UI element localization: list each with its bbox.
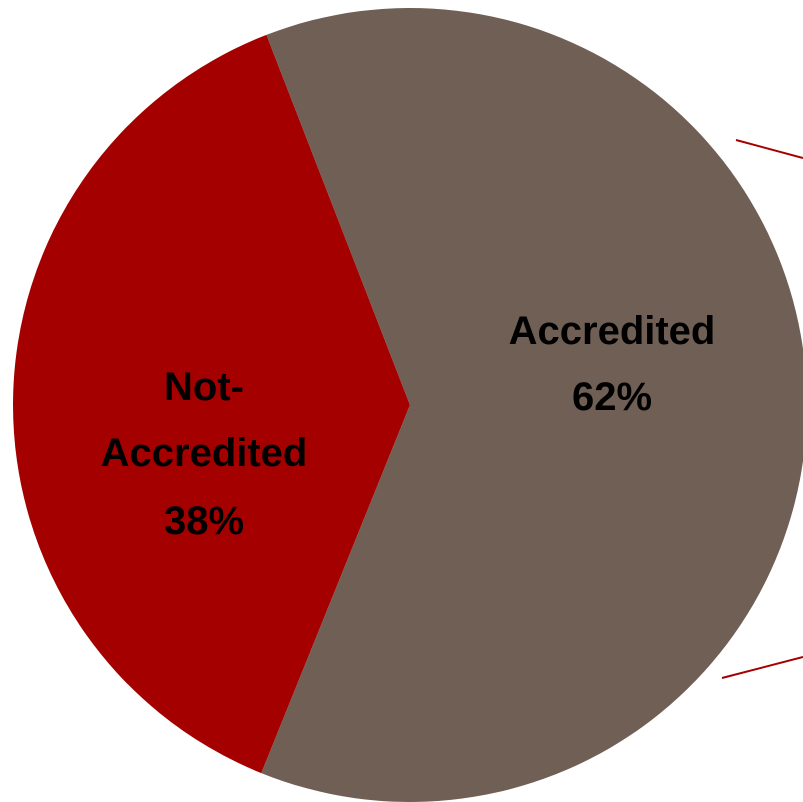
slice-name-label: Accredited	[101, 431, 308, 475]
leader-line-top	[735, 139, 803, 159]
leader-line-bottom	[721, 656, 803, 679]
slice-value-label: 38%	[164, 499, 244, 543]
pie-slice-not-accredited	[12, 34, 410, 774]
slice-labels: Not- Accredited 38% Accredited 62%	[101, 309, 716, 543]
slice-name-label: Not-	[164, 365, 244, 409]
pie-slices	[12, 8, 803, 802]
slice-value-label: 62%	[572, 375, 652, 419]
pie-slice-accredited	[261, 8, 803, 802]
slice-name-label: Accredited	[509, 309, 716, 353]
